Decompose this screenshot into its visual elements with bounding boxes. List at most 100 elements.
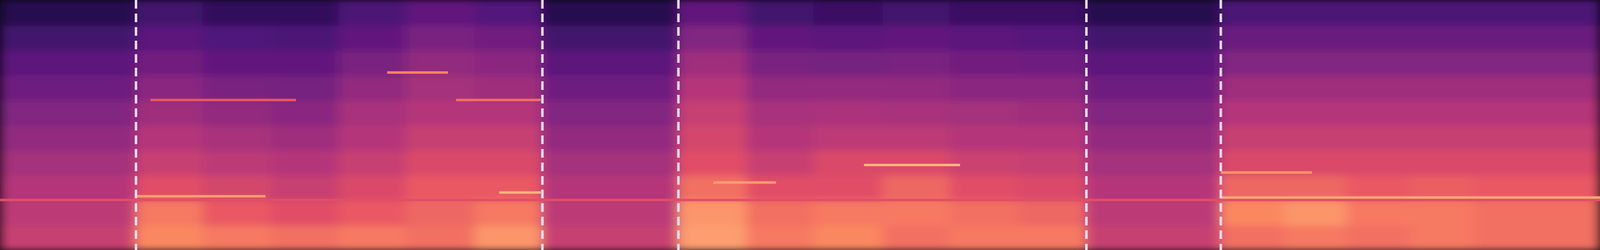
cell xyxy=(541,49,680,76)
cell xyxy=(677,223,749,250)
cell xyxy=(1085,174,1222,201)
cell xyxy=(405,174,477,201)
cell xyxy=(949,174,1020,201)
cell xyxy=(541,99,680,126)
cell xyxy=(1537,0,1600,26)
cell xyxy=(882,149,952,176)
segment-boundary xyxy=(134,0,138,250)
cell xyxy=(1220,49,1286,76)
cell xyxy=(338,124,407,151)
tone-line xyxy=(1221,171,1313,174)
cell xyxy=(1284,124,1348,151)
cell xyxy=(541,174,680,201)
cell xyxy=(1284,49,1348,76)
cell xyxy=(202,99,273,126)
cell xyxy=(1085,199,1222,226)
cell xyxy=(541,149,680,176)
segment-boundary xyxy=(1085,0,1088,250)
cell xyxy=(1018,149,1087,176)
cell xyxy=(0,124,137,151)
cell xyxy=(541,223,680,250)
cell xyxy=(1473,49,1539,76)
cell xyxy=(813,74,884,101)
cell xyxy=(813,124,884,151)
cell xyxy=(746,24,816,52)
cell xyxy=(271,24,340,52)
cell xyxy=(0,49,137,76)
segment-boundary xyxy=(541,0,544,250)
cell xyxy=(1537,199,1600,226)
cell xyxy=(1085,99,1222,126)
cell xyxy=(882,199,952,226)
cell xyxy=(1410,199,1474,226)
cell xyxy=(1018,0,1087,26)
tones xyxy=(0,71,1600,202)
cell xyxy=(202,223,273,250)
cell xyxy=(1018,124,1087,151)
cell xyxy=(541,199,680,226)
cells xyxy=(0,0,1600,250)
cell xyxy=(677,74,749,101)
cell xyxy=(1085,24,1222,52)
cell xyxy=(1410,0,1474,26)
cell xyxy=(1085,74,1222,101)
cell xyxy=(202,0,273,26)
cell xyxy=(271,99,340,126)
cell xyxy=(746,99,816,126)
cell xyxy=(271,199,340,226)
cell xyxy=(271,0,340,26)
cell xyxy=(0,0,137,26)
cell xyxy=(1346,0,1412,26)
cell xyxy=(202,149,273,176)
cell xyxy=(882,174,952,201)
cell xyxy=(882,74,952,101)
cell xyxy=(202,124,273,151)
cell xyxy=(949,24,1020,52)
cell xyxy=(0,174,137,201)
cell xyxy=(405,24,477,52)
tone-line xyxy=(499,191,542,194)
cell xyxy=(135,124,204,151)
cell xyxy=(746,199,816,226)
cell xyxy=(405,223,477,250)
tone-line xyxy=(0,198,1600,202)
cell xyxy=(1537,124,1600,151)
cell xyxy=(1018,99,1087,126)
tone-line xyxy=(135,195,266,198)
cell xyxy=(882,24,952,52)
cell xyxy=(541,74,680,101)
cell xyxy=(202,24,273,52)
cell xyxy=(271,149,340,176)
cell xyxy=(1410,149,1474,176)
cell xyxy=(1346,24,1412,52)
cell xyxy=(338,24,407,52)
cell xyxy=(1018,74,1087,101)
cell xyxy=(1085,0,1222,26)
spectrogram xyxy=(0,0,1600,250)
cell xyxy=(677,124,749,151)
cell xyxy=(1537,99,1600,126)
cell xyxy=(271,223,340,250)
cell xyxy=(202,199,273,226)
cell xyxy=(746,74,816,101)
cell xyxy=(1473,223,1539,250)
cell xyxy=(677,99,749,126)
cell xyxy=(0,199,137,226)
cell xyxy=(202,74,273,101)
tone-line xyxy=(386,71,448,74)
cell xyxy=(813,149,884,176)
cell xyxy=(135,49,204,76)
cell xyxy=(1220,74,1286,101)
cell xyxy=(677,0,749,26)
cell xyxy=(1220,0,1286,26)
cell xyxy=(202,49,273,76)
cell xyxy=(1410,24,1474,52)
cell xyxy=(135,74,204,101)
boundaries xyxy=(135,0,1221,250)
cell xyxy=(1473,149,1539,176)
cell xyxy=(135,0,204,26)
cell xyxy=(1346,124,1412,151)
cell xyxy=(677,24,749,52)
cell xyxy=(135,149,204,176)
cell xyxy=(1018,223,1087,250)
